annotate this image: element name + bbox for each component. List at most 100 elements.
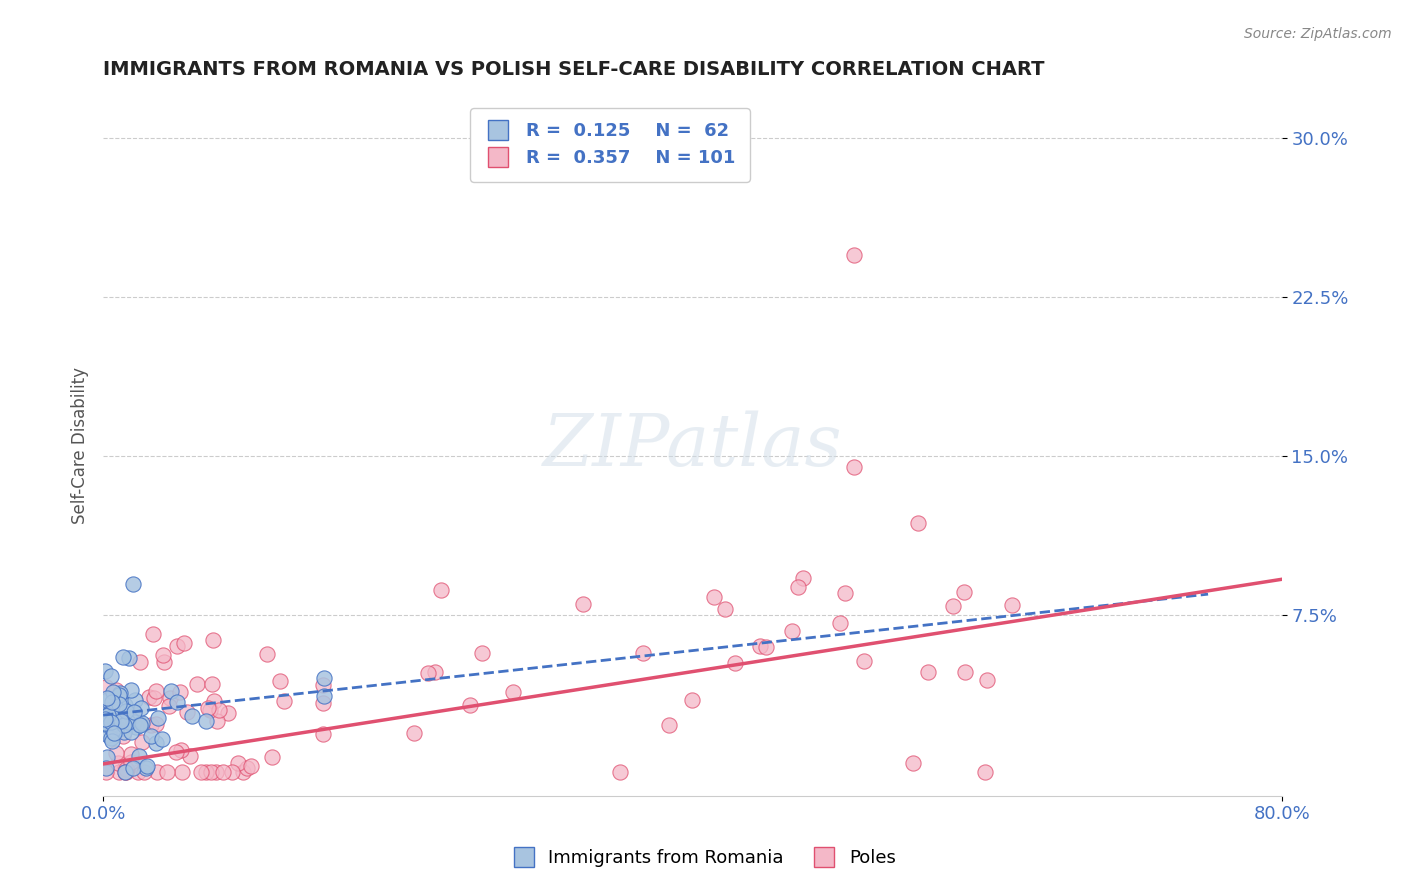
Point (117, 715, 139, 730)
Point (142, 690, 165, 705)
Point (1001, 598, 1024, 612)
Point (609, 765, 631, 780)
Point (974, 765, 997, 780)
Point (100, 669, 122, 683)
Point (97, 706, 120, 721)
Point (200, 765, 222, 780)
Point (136, 758, 159, 772)
Point (107, 756, 129, 771)
Point (94, 762, 117, 776)
Point (112, 729, 135, 743)
Point (197, 701, 219, 715)
Y-axis label: Self-Care Disability: Self-Care Disability (72, 368, 89, 524)
Point (108, 765, 131, 780)
Point (118, 651, 141, 665)
Point (208, 703, 231, 717)
Point (942, 599, 965, 613)
Point (121, 761, 143, 775)
Point (176, 705, 198, 719)
Point (724, 657, 747, 671)
Point (103, 723, 125, 737)
Point (658, 718, 681, 732)
Point (145, 717, 167, 731)
Point (165, 745, 187, 759)
Point (112, 725, 135, 739)
Point (402, 726, 425, 740)
Point (169, 685, 191, 699)
Point (179, 749, 201, 764)
Point (112, 649, 135, 664)
Point (502, 685, 524, 699)
Point (108, 697, 131, 711)
Point (202, 694, 225, 708)
Point (114, 698, 136, 712)
Point (114, 765, 136, 780)
Point (190, 765, 212, 780)
Point (120, 755, 142, 769)
Point (94, 664, 117, 678)
Point (121, 576, 143, 591)
Point (416, 666, 439, 681)
Point (97, 708, 120, 723)
Point (96, 750, 118, 764)
Point (93, 716, 115, 731)
Point (96, 692, 118, 706)
Point (423, 665, 446, 679)
Point (260, 749, 283, 764)
Point (110, 714, 132, 728)
Point (205, 714, 228, 728)
Legend: Immigrants from Romania, Poles: Immigrants from Romania, Poles (503, 842, 903, 874)
Point (780, 624, 803, 639)
Point (755, 640, 778, 655)
Point (145, 684, 167, 698)
Point (314, 690, 336, 704)
Point (104, 746, 127, 760)
Text: ZIPatlas: ZIPatlas (543, 410, 842, 481)
Point (159, 690, 181, 705)
Point (157, 698, 180, 713)
Point (470, 646, 492, 660)
Point (146, 765, 169, 780)
Point (96, 690, 118, 705)
Point (112, 718, 135, 732)
Point (101, 696, 124, 710)
Point (907, 516, 929, 530)
Point (132, 765, 155, 780)
Point (94, 765, 117, 780)
Point (122, 705, 145, 719)
Point (114, 762, 136, 776)
Point (108, 722, 131, 736)
Point (201, 677, 224, 691)
Point (172, 765, 194, 780)
Point (828, 615, 851, 630)
Point (312, 678, 335, 692)
Point (312, 696, 335, 710)
Point (107, 714, 129, 728)
Point (108, 688, 131, 702)
Point (103, 725, 125, 739)
Point (834, 586, 856, 600)
Point (903, 756, 925, 771)
Point (844, 459, 866, 474)
Point (94, 681, 117, 695)
Point (256, 647, 278, 661)
Point (93, 706, 115, 721)
Point (572, 597, 595, 611)
Point (115, 765, 138, 780)
Point (226, 756, 249, 771)
Point (139, 729, 162, 743)
Point (166, 695, 188, 709)
Point (120, 747, 142, 761)
Point (844, 247, 866, 261)
Point (128, 749, 150, 764)
Text: IMMIGRANTS FROM ROMANIA VS POLISH SELF-CARE DISABILITY CORRELATION CHART: IMMIGRANTS FROM ROMANIA VS POLISH SELF-C… (103, 60, 1045, 78)
Point (142, 627, 165, 641)
Point (114, 765, 136, 780)
Point (114, 760, 136, 774)
Point (97, 728, 120, 742)
Point (273, 694, 295, 708)
Point (93, 717, 115, 731)
Point (314, 671, 336, 685)
Point (101, 685, 124, 699)
Point (460, 698, 482, 712)
